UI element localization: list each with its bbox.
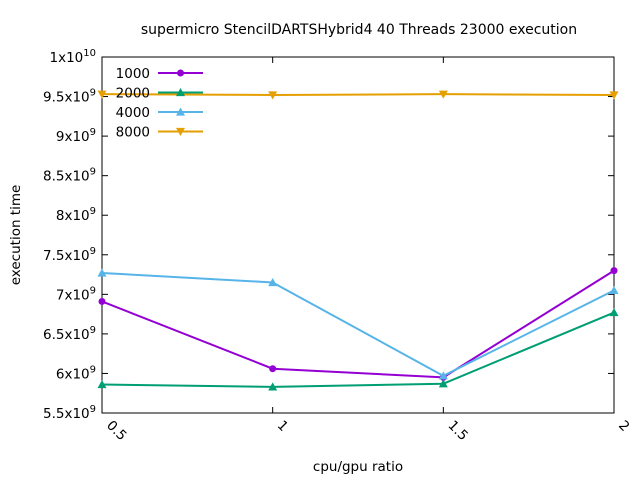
legend-marker <box>176 127 185 136</box>
data-point <box>438 371 448 380</box>
y-tick-label: 1x1010 <box>50 48 97 66</box>
data-point <box>609 285 619 294</box>
series-8000 <box>97 90 619 100</box>
y-tick-label: 6.5x109 <box>43 325 96 343</box>
x-axis-label: cpu/gpu ratio <box>313 459 403 475</box>
x-tick-label: 0.5 <box>103 418 130 445</box>
data-point <box>97 90 107 99</box>
series-4000 <box>97 268 619 380</box>
legend-marker <box>176 88 185 97</box>
data-point <box>97 380 107 389</box>
y-tick-label: 7.5x109 <box>43 246 96 264</box>
data-point <box>438 90 448 99</box>
series-line <box>101 269 615 379</box>
x-tick-label: 2 <box>615 418 632 435</box>
data-point <box>610 267 618 275</box>
series-line <box>101 271 615 377</box>
legend-label: 1000 <box>116 66 150 82</box>
series-line <box>101 93 615 96</box>
data-point <box>609 91 619 100</box>
x-tick-label: 1 <box>274 418 291 435</box>
series-line <box>101 311 615 388</box>
data-point <box>268 91 278 100</box>
legend-label: 4000 <box>116 105 150 121</box>
y-tick-label: 8x109 <box>56 206 96 224</box>
series-2000 <box>97 308 619 391</box>
legend-marker <box>177 69 184 77</box>
chart-title: supermicro StencilDARTSHybrid4 40 Thread… <box>141 22 577 38</box>
legend-marker <box>176 107 185 116</box>
data-point <box>268 382 278 391</box>
series-layer <box>97 90 619 391</box>
data-point <box>438 379 448 388</box>
plot-frame <box>101 56 615 414</box>
x-tick-label: 1.5 <box>445 418 472 445</box>
y-tick-label: 9.5x109 <box>43 88 96 106</box>
legend: 1000 2000 4000 8000 <box>116 66 203 141</box>
legend-label: 2000 <box>116 86 150 102</box>
data-point <box>268 277 278 287</box>
y-tick-label: 7x109 <box>56 285 96 303</box>
y-axis: 5.5x109 6x109 6.5x109 7x109 7.5x109 8x109 8.5x… <box>43 48 614 422</box>
data-point <box>609 308 619 317</box>
data-point <box>97 268 107 277</box>
data-point <box>269 365 277 373</box>
legend-label: 8000 <box>116 125 150 141</box>
series-1000 <box>98 267 618 381</box>
y-tick-label: 9x109 <box>56 127 96 145</box>
y-tick-label: 6x109 <box>56 364 96 382</box>
y-tick-label: 8.5x109 <box>43 167 96 185</box>
y-axis-label: execution time <box>8 185 24 286</box>
data-point <box>98 297 106 305</box>
y-tick-label: 5.5x109 <box>43 404 96 422</box>
